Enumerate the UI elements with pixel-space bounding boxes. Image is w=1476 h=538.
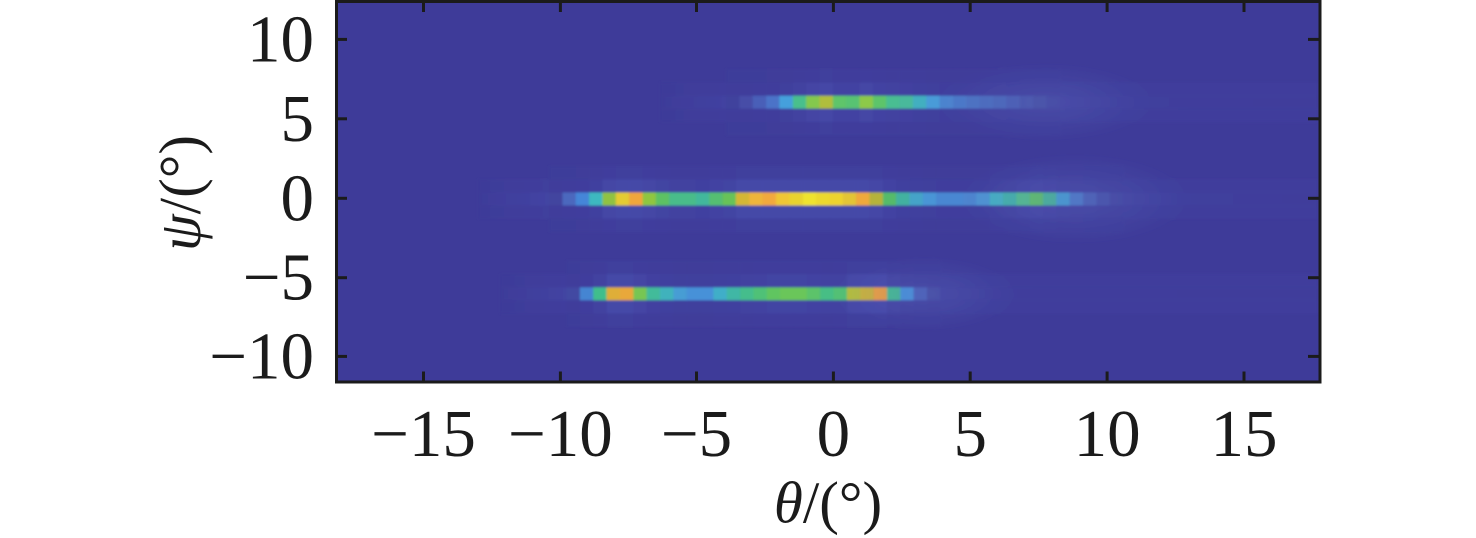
svg-text:−5: −5 xyxy=(661,397,732,471)
svg-text:15: 15 xyxy=(1211,397,1278,471)
svg-text:5: 5 xyxy=(953,397,987,471)
svg-text:−10: −10 xyxy=(209,319,314,393)
svg-text:0: 0 xyxy=(281,161,315,235)
svg-text:θ/(°): θ/(°) xyxy=(774,470,882,536)
svg-text:−10: −10 xyxy=(508,397,613,471)
svg-text:10: 10 xyxy=(247,2,314,76)
svg-text:−5: −5 xyxy=(243,241,314,315)
svg-text:ψ/(°): ψ/(°) xyxy=(147,135,213,251)
svg-text:5: 5 xyxy=(281,82,315,156)
svg-text:10: 10 xyxy=(1074,397,1141,471)
svg-text:−15: −15 xyxy=(371,397,476,471)
svg-text:0: 0 xyxy=(817,397,851,471)
